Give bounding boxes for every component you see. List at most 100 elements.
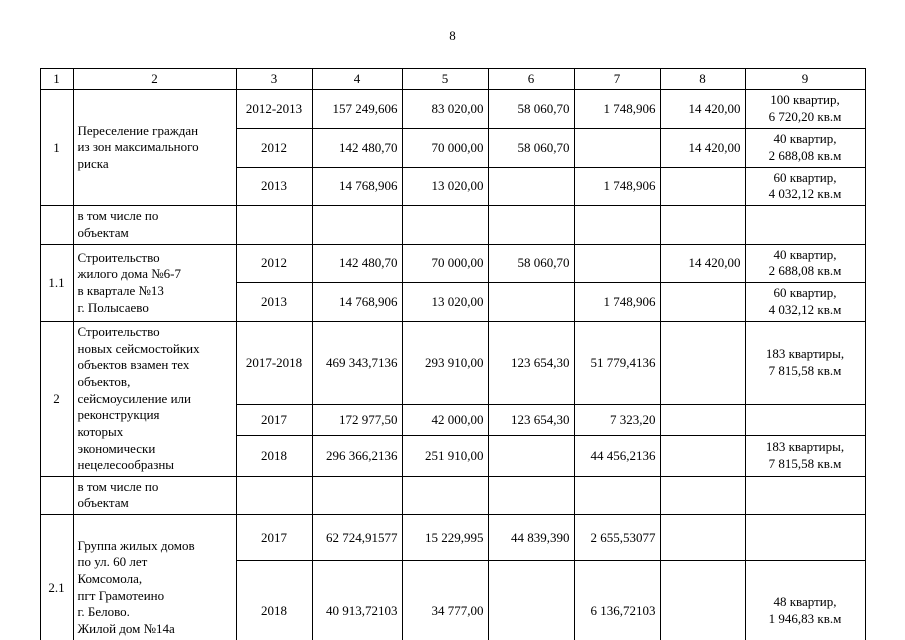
cell-col7: 2 655,53077 bbox=[573, 514, 661, 562]
cell-col4 bbox=[311, 205, 403, 245]
cell-col4: 62 724,91577 bbox=[311, 514, 403, 562]
cell-col9: 183 квартиры, 7 815,58 кв.м bbox=[744, 434, 866, 477]
cell-year: 2012 bbox=[235, 243, 313, 284]
cell-col7 bbox=[573, 243, 661, 284]
cell-col5: 42 000,00 bbox=[401, 403, 489, 436]
cell-col6 bbox=[487, 282, 575, 323]
cell-col5 bbox=[401, 205, 489, 245]
cell-year bbox=[235, 475, 313, 516]
cell-year: 2017 bbox=[235, 514, 313, 562]
section-number: 1.1 bbox=[39, 243, 74, 323]
cell-col8 bbox=[659, 514, 746, 562]
col-header-8: 8 bbox=[659, 68, 746, 90]
cell-year: 2018 bbox=[235, 434, 313, 477]
cell-col9: 100 квартир, 6 720,20 кв.м bbox=[744, 89, 866, 129]
section-name: Строительство новых сейсмостойких объект… bbox=[72, 321, 237, 477]
cell-col4: 40 913,72103 bbox=[311, 560, 403, 640]
col-header-7: 7 bbox=[573, 68, 661, 90]
section-footer-label: в том числе по объектам bbox=[72, 205, 237, 245]
cell-col5: 13 020,00 bbox=[401, 166, 489, 207]
cell-col9 bbox=[744, 403, 866, 436]
section-footer-label: в том числе по объектам bbox=[72, 475, 237, 516]
cell-col8 bbox=[659, 166, 746, 207]
cell-col6 bbox=[487, 434, 575, 477]
cell-col9 bbox=[744, 205, 866, 245]
cell-year: 2017 bbox=[235, 403, 313, 436]
cell-col7: 51 779,4136 bbox=[573, 321, 661, 405]
cell-col5: 70 000,00 bbox=[401, 243, 489, 284]
col-header-2: 2 bbox=[72, 68, 237, 90]
cell-col4: 296 366,2136 bbox=[311, 434, 403, 477]
cell-col7: 1 748,906 bbox=[573, 282, 661, 323]
col-header-9: 9 bbox=[744, 68, 866, 90]
section-name: Строительство жилого дома №6-7 в квартал… bbox=[72, 243, 237, 323]
cell-col8 bbox=[659, 205, 746, 245]
cell-col6 bbox=[487, 560, 575, 640]
cell-col8: 14 420,00 bbox=[659, 243, 746, 284]
cell-col5: 34 777,00 bbox=[401, 560, 489, 640]
table-row: 2.1 Группа жилых домов по ул. 60 лет Ком… bbox=[39, 514, 866, 640]
table-row: в том числе по объектам bbox=[39, 205, 866, 245]
cell-col4: 14 768,906 bbox=[311, 166, 403, 207]
cell-col7 bbox=[573, 205, 661, 245]
table-row: 1.1 Строительство жилого дома №6-7 в ква… bbox=[39, 243, 866, 323]
cell-col6 bbox=[487, 166, 575, 207]
col-header-1: 1 bbox=[39, 68, 74, 90]
cell-col6: 123 654,30 bbox=[487, 321, 575, 405]
table-row: 2018 40 913,72103 34 777,00 6 136,72103 … bbox=[40, 560, 866, 640]
cell-col4 bbox=[311, 475, 403, 516]
cell-col5: 70 000,00 bbox=[401, 127, 489, 168]
table-row: 1 Переселение граждан из зон максимально… bbox=[39, 88, 866, 207]
cell-col7: 1 748,906 bbox=[573, 166, 661, 207]
cell-col8 bbox=[659, 560, 746, 640]
cell-col6: 123 654,30 bbox=[487, 403, 575, 436]
cell-col5: 83 020,00 bbox=[401, 89, 489, 129]
cell-col5: 251 910,00 bbox=[401, 434, 489, 477]
cell-col9 bbox=[744, 514, 866, 562]
cell-col8: 14 420,00 bbox=[659, 89, 746, 129]
cell-col4: 142 480,70 bbox=[311, 243, 403, 284]
cell-year: 2017-2018 bbox=[235, 321, 313, 405]
cell-col7: 6 136,72103 bbox=[573, 560, 661, 640]
cell-col9: 48 квартир, 1 946,83 кв.м bbox=[744, 560, 866, 640]
cell-col7 bbox=[573, 127, 661, 168]
cell-year: 2013 bbox=[235, 282, 313, 323]
cell-col4: 14 768,906 bbox=[311, 282, 403, 323]
table-row: 2013 14 768,906 13 020,00 1 748,906 60 к… bbox=[40, 166, 866, 207]
cell-col7: 7 323,20 bbox=[573, 403, 661, 436]
cell-col6: 58 060,70 bbox=[487, 127, 575, 168]
cell-col6: 58 060,70 bbox=[487, 243, 575, 284]
page-number: 8 bbox=[449, 28, 456, 43]
table-row: 2018 296 366,2136 251 910,00 44 456,2136… bbox=[40, 434, 866, 477]
cell-col4: 142 480,70 bbox=[311, 127, 403, 168]
table-header-row: 1 2 3 4 5 6 7 8 9 bbox=[39, 68, 866, 90]
cell-col5: 13 020,00 bbox=[401, 282, 489, 323]
table-row: 2012 142 480,70 70 000,00 58 060,70 14 4… bbox=[40, 127, 866, 168]
cell-year: 2013 bbox=[235, 166, 313, 207]
cell-col9: 183 квартиры, 7 815,58 кв.м bbox=[744, 321, 866, 405]
cell-col4: 469 343,7136 bbox=[311, 321, 403, 405]
cell-col6 bbox=[487, 205, 575, 245]
cell-col8 bbox=[659, 282, 746, 323]
cell-col6: 44 839,390 bbox=[487, 514, 575, 562]
section-number: 2.1 bbox=[39, 514, 74, 640]
cell-col7: 44 456,2136 bbox=[573, 434, 661, 477]
cell-year bbox=[235, 205, 313, 245]
cell-col8 bbox=[659, 434, 746, 477]
cell-col7 bbox=[573, 475, 661, 516]
section-number bbox=[39, 205, 74, 245]
section-number bbox=[39, 475, 74, 516]
cell-col8 bbox=[659, 475, 746, 516]
budget-table: 1 2 3 4 5 6 7 8 9 1 Переселение граждан … bbox=[39, 68, 866, 640]
cell-year: 2012 bbox=[235, 127, 313, 168]
table-row: в том числе по объектам bbox=[39, 475, 866, 516]
col-header-6: 6 bbox=[487, 68, 575, 90]
cell-col7: 1 748,906 bbox=[573, 89, 661, 129]
cell-col8 bbox=[659, 403, 746, 436]
table-row: 2017 172 977,50 42 000,00 123 654,30 7 3… bbox=[40, 403, 866, 436]
cell-col6: 58 060,70 bbox=[487, 89, 575, 129]
col-header-5: 5 bbox=[401, 68, 489, 90]
cell-col4: 157 249,606 bbox=[311, 89, 403, 129]
section-number: 2 bbox=[39, 321, 74, 477]
